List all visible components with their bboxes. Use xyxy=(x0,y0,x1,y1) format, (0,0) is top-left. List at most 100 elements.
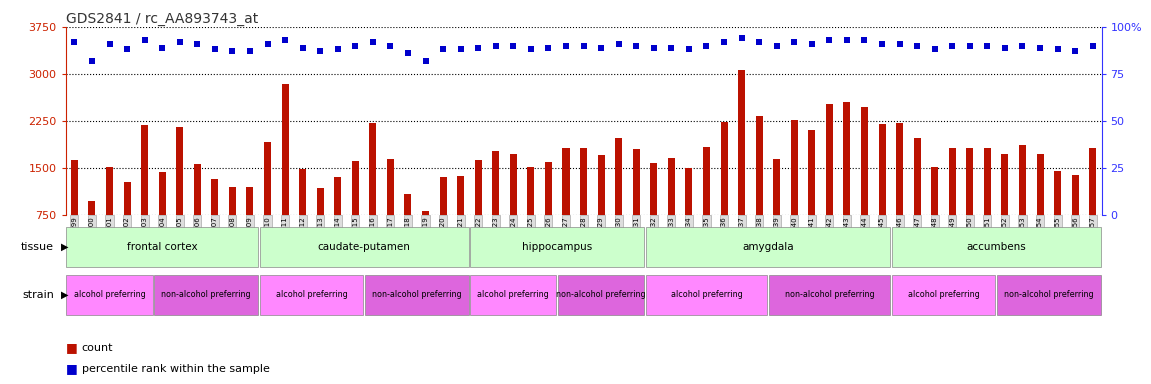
Point xyxy=(821,37,839,43)
Text: amygdala: amygdala xyxy=(742,242,794,252)
Point xyxy=(206,46,224,53)
Text: non-alcohol preferring: non-alcohol preferring xyxy=(372,290,462,299)
Point xyxy=(434,46,452,53)
Point xyxy=(136,37,154,43)
Bar xyxy=(755,116,763,215)
Point xyxy=(521,46,540,53)
Bar xyxy=(563,148,570,215)
Bar xyxy=(471,227,645,266)
Point xyxy=(258,41,276,47)
Text: ■: ■ xyxy=(66,341,77,354)
Point xyxy=(188,41,206,47)
Bar xyxy=(365,275,468,314)
Bar xyxy=(440,177,447,215)
Point xyxy=(468,45,487,51)
Bar xyxy=(474,161,482,215)
Bar xyxy=(212,179,219,215)
Bar xyxy=(193,164,200,215)
Bar xyxy=(71,161,78,215)
Bar xyxy=(154,275,258,314)
Point xyxy=(417,58,435,64)
Point xyxy=(750,39,769,45)
Bar xyxy=(159,172,166,215)
Point xyxy=(978,43,997,49)
Point xyxy=(961,43,980,49)
Bar xyxy=(773,159,780,215)
Bar xyxy=(878,124,885,215)
Bar xyxy=(738,70,745,215)
Bar xyxy=(984,148,991,215)
Bar xyxy=(229,187,236,215)
Bar xyxy=(299,169,306,215)
Point xyxy=(996,45,1014,51)
Text: non-alcohol preferring: non-alcohol preferring xyxy=(161,290,251,299)
Point xyxy=(908,43,927,49)
Bar xyxy=(967,148,974,215)
Bar xyxy=(527,167,534,215)
Bar xyxy=(260,275,364,314)
Bar xyxy=(931,167,938,215)
Text: hippocampus: hippocampus xyxy=(523,242,593,252)
Bar xyxy=(544,162,552,215)
Bar xyxy=(493,151,500,215)
Bar xyxy=(769,275,890,314)
Point xyxy=(768,43,786,49)
Bar xyxy=(646,275,767,314)
Point xyxy=(1066,48,1084,55)
Text: percentile rank within the sample: percentile rank within the sample xyxy=(82,364,269,374)
Text: frontal cortex: frontal cortex xyxy=(127,242,198,252)
Point xyxy=(610,41,628,47)
Bar xyxy=(1019,146,1026,215)
Point xyxy=(925,46,944,53)
Bar xyxy=(67,227,258,266)
Bar xyxy=(650,163,657,215)
Point xyxy=(294,45,312,51)
Point xyxy=(223,48,242,55)
Point xyxy=(539,45,557,51)
Text: tissue: tissue xyxy=(21,242,54,252)
Point xyxy=(662,45,680,51)
Bar xyxy=(668,158,674,215)
Point xyxy=(855,37,874,43)
Point xyxy=(592,45,610,51)
Text: non-alcohol preferring: non-alcohol preferring xyxy=(1004,290,1093,299)
Text: ▶: ▶ xyxy=(61,242,69,252)
Point xyxy=(627,43,646,49)
Point xyxy=(732,35,750,41)
Bar xyxy=(334,177,341,215)
Bar xyxy=(106,167,113,215)
Point xyxy=(328,46,346,53)
Point xyxy=(872,41,891,47)
Text: count: count xyxy=(82,343,113,353)
Bar xyxy=(1054,171,1061,215)
Bar xyxy=(471,275,556,314)
Text: alcohol preferring: alcohol preferring xyxy=(478,290,549,299)
Point xyxy=(1013,43,1031,49)
Bar xyxy=(844,101,851,215)
Point xyxy=(170,39,189,45)
Point xyxy=(574,43,593,49)
Text: ■: ■ xyxy=(66,362,77,375)
Text: strain: strain xyxy=(22,290,54,300)
Bar xyxy=(404,194,412,215)
Bar xyxy=(685,168,693,215)
Text: GDS2841 / rc_AA893743_at: GDS2841 / rc_AA893743_at xyxy=(66,12,258,26)
Point xyxy=(838,37,856,43)
Text: alcohol preferring: alcohol preferring xyxy=(671,290,742,299)
Bar xyxy=(67,275,153,314)
Point xyxy=(100,41,119,47)
Bar xyxy=(352,161,359,215)
Bar xyxy=(142,125,148,215)
Bar xyxy=(948,148,955,215)
Point xyxy=(698,43,716,49)
Bar xyxy=(176,127,183,215)
Point xyxy=(364,39,382,45)
Bar xyxy=(892,227,1100,266)
Bar xyxy=(260,227,468,266)
Bar xyxy=(580,148,587,215)
Bar xyxy=(897,124,904,215)
Bar xyxy=(597,156,604,215)
Point xyxy=(504,43,523,49)
Point xyxy=(311,48,329,55)
Text: non-alcohol preferring: non-alcohol preferring xyxy=(785,290,874,299)
